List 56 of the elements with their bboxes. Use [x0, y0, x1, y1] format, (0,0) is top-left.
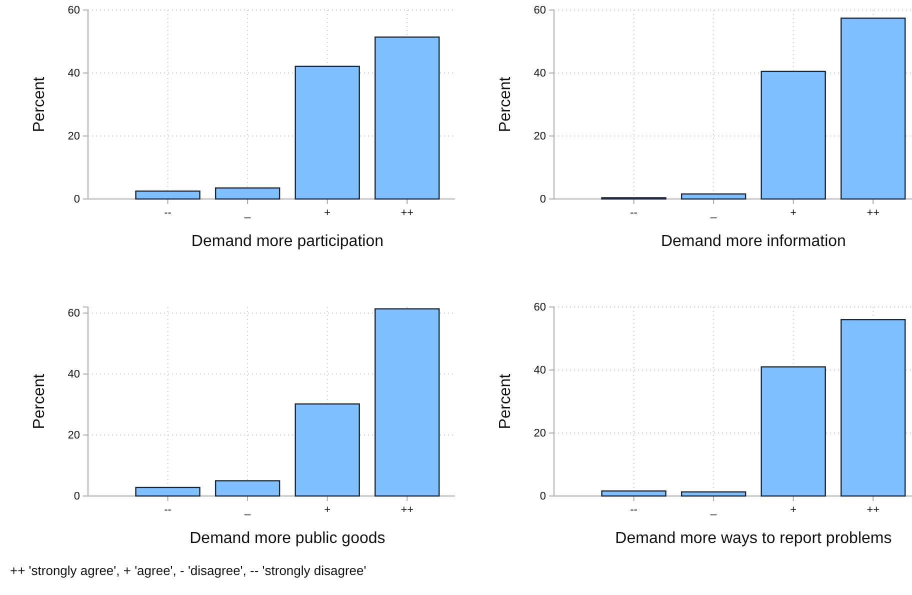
y-axis-title: Percent — [31, 373, 48, 430]
y-axis-title: Percent — [497, 373, 514, 430]
x-tick-label: _ — [710, 206, 718, 219]
y-tick-label: 40 — [534, 364, 546, 377]
x-tick-label: ++ — [866, 206, 880, 219]
y-tick-label: 60 — [68, 308, 80, 320]
bar — [760, 366, 826, 497]
bar — [214, 187, 280, 200]
x-tick-label: + — [790, 206, 797, 219]
bar — [135, 486, 200, 497]
y-tick-label: 20 — [68, 430, 80, 442]
bar — [135, 190, 200, 200]
y-tick-label: 60 — [534, 4, 546, 17]
bar — [840, 319, 906, 497]
x-axis-title: Demand more information — [660, 233, 846, 250]
x-tick-label: -- — [630, 504, 638, 516]
x-tick-label: -- — [164, 206, 172, 219]
x-tick-label: ++ — [400, 504, 414, 516]
bar — [374, 308, 440, 497]
bar — [840, 18, 906, 200]
x-tick-label: -- — [164, 504, 172, 516]
bar — [760, 70, 826, 200]
y-axis-title: Percent — [497, 76, 514, 132]
y-tick-label: 60 — [68, 4, 80, 17]
y-tick-label: 20 — [534, 130, 546, 143]
bar — [680, 193, 746, 200]
x-tick-label: _ — [244, 504, 252, 516]
x-tick-label: ++ — [866, 504, 880, 516]
x-tick-label: + — [324, 504, 331, 516]
bar — [680, 491, 746, 497]
x-tick-label: _ — [710, 504, 718, 516]
bar — [294, 66, 360, 200]
x-tick-label: + — [324, 206, 331, 219]
x-tick-label: -- — [630, 206, 638, 219]
y-tick-label: 40 — [534, 68, 546, 80]
x-tick-label: _ — [244, 206, 252, 219]
y-tick-label: 40 — [68, 368, 80, 381]
y-tick-label: 0 — [540, 490, 546, 503]
y-tick-label: 20 — [534, 428, 546, 440]
y-tick-label: 0 — [74, 490, 80, 503]
bar — [294, 403, 360, 497]
y-tick-label: 40 — [68, 68, 80, 80]
text: ++ 'strongly agree', + 'agree', - 'disagree', -- 'strongly disagree' — [10, 563, 366, 578]
y-tick-label: 20 — [68, 130, 80, 143]
y-tick-label: 60 — [534, 302, 546, 314]
bar — [214, 480, 280, 497]
y-tick-label: 0 — [540, 194, 546, 206]
y-tick-label: 0 — [74, 194, 80, 206]
y-axis-title: Percent — [31, 76, 48, 132]
x-axis-title: Demand more ways to report problems — [615, 530, 892, 547]
x-tick-label: ++ — [400, 206, 414, 219]
x-axis-title: Demand more participation — [191, 233, 384, 250]
x-axis-title: Demand more public goods — [190, 530, 386, 547]
bar — [374, 36, 440, 200]
x-tick-label: + — [790, 504, 797, 516]
bar — [601, 490, 666, 497]
